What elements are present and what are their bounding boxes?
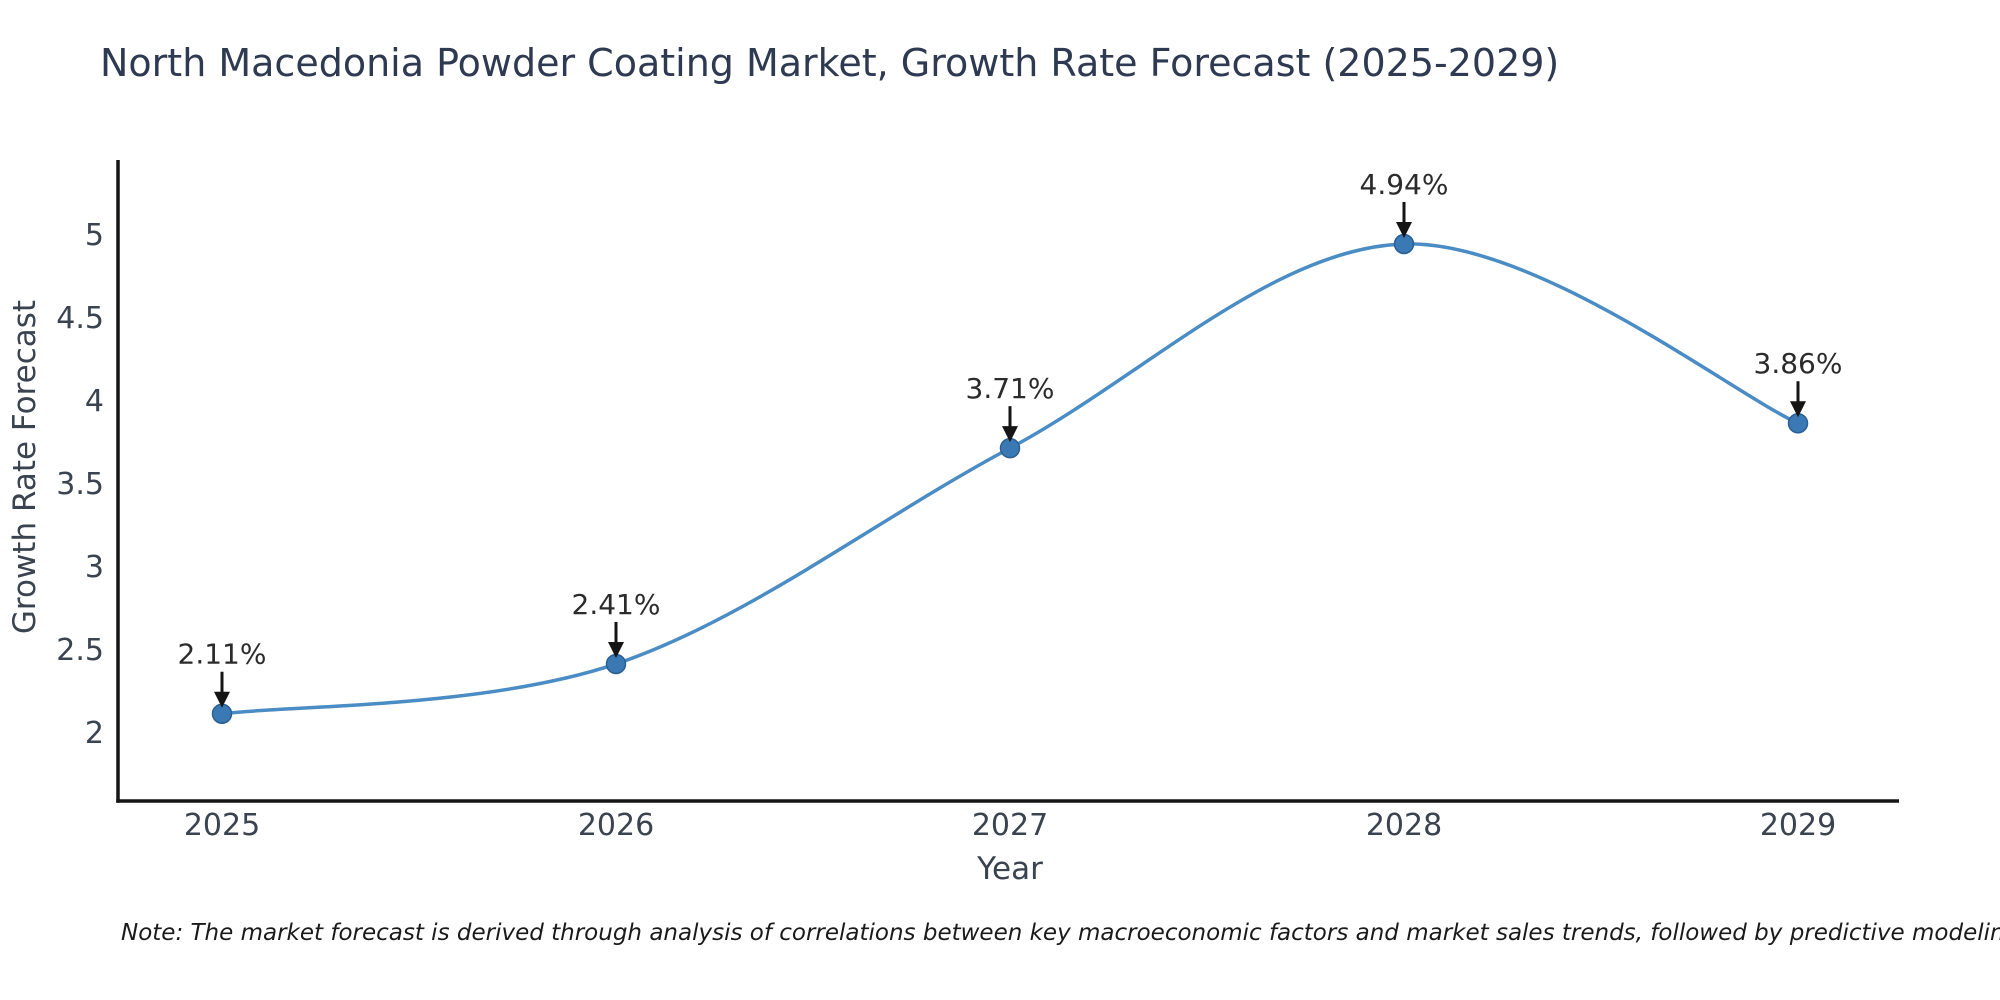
x-tick-label: 2026 — [578, 808, 654, 843]
y-tick-label: 5 — [85, 218, 104, 253]
y-tick-label: 2.5 — [56, 633, 104, 668]
annotation-arrowhead — [1396, 221, 1412, 238]
y-tick-label: 3.5 — [56, 467, 104, 502]
y-tick-label: 4 — [85, 384, 104, 419]
annotation-label: 2.41% — [572, 588, 661, 621]
series-line — [220, 242, 1800, 716]
x-axis-label: Year — [977, 851, 1043, 887]
y-axis-label: Growth Rate Forecast — [7, 299, 43, 635]
annotation-label: 2.11% — [178, 638, 267, 671]
x-tick-label: 2027 — [972, 808, 1048, 843]
x-tick-label: 2028 — [1366, 808, 1442, 843]
x-tick-label: 2029 — [1760, 808, 1836, 843]
y-tick-label: 4.5 — [56, 301, 104, 336]
annotation-label: 4.94% — [1360, 168, 1449, 201]
chart-title: North Macedonia Powder Coating Market, G… — [100, 41, 1560, 85]
annotation-label: 3.71% — [966, 372, 1055, 405]
y-tick-label: 3 — [85, 550, 104, 585]
annotation-arrowhead — [1002, 426, 1018, 443]
footnote: Note: The market forecast is derived thr… — [121, 920, 2000, 946]
annotation-arrowhead — [608, 641, 624, 658]
annotation-label: 3.86% — [1754, 347, 1843, 380]
annotation-arrowhead — [214, 691, 230, 708]
annotation-arrowhead — [1790, 401, 1806, 418]
x-tick-label: 2025 — [184, 808, 260, 843]
y-tick-label: 2 — [85, 716, 104, 751]
